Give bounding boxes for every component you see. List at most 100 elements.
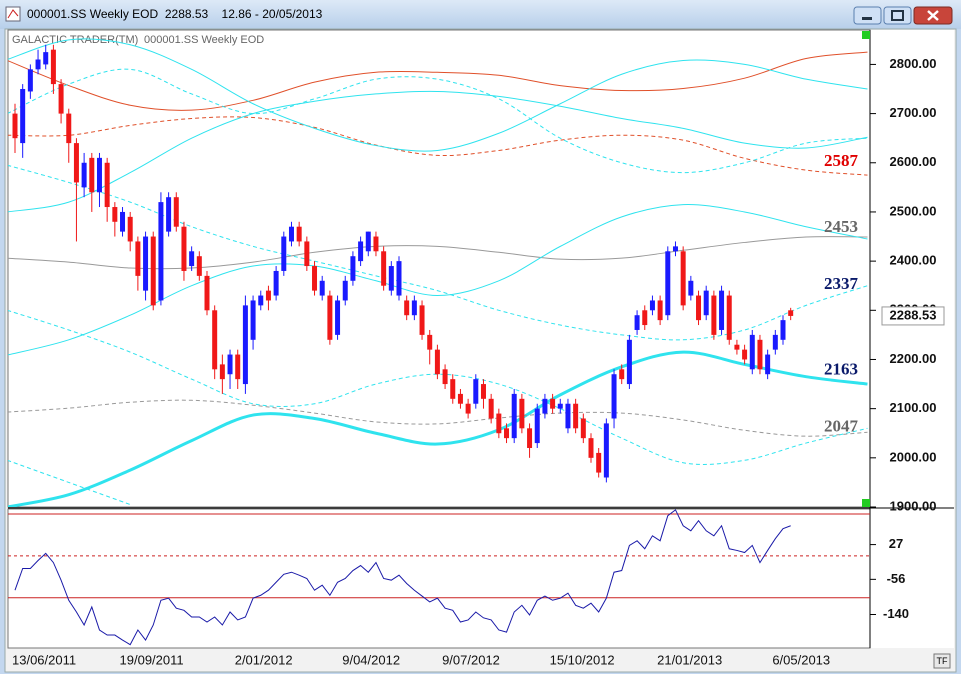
candle-body — [734, 344, 740, 350]
candle-body — [711, 295, 717, 335]
x-tick-label: 9/04/2012 — [342, 652, 400, 667]
candle-body — [404, 300, 410, 316]
candle-body — [319, 280, 325, 296]
tf-icon: TF — [937, 656, 948, 666]
candle-body — [381, 251, 387, 286]
candle-body — [665, 251, 671, 316]
candle-body — [565, 403, 571, 429]
candle-body — [288, 226, 294, 242]
axis-panel — [870, 30, 954, 648]
candle-body — [335, 300, 341, 335]
cycle-lines — [8, 38, 868, 507]
candle-body — [143, 236, 149, 291]
x-tick-label: 19/09/2011 — [120, 652, 184, 667]
candle-body — [465, 403, 471, 414]
candle-body — [20, 89, 26, 144]
close-button[interactable] — [913, 6, 953, 25]
candle-body — [772, 334, 778, 350]
candle-body — [388, 266, 394, 291]
y-tick-label: -56 — [887, 571, 906, 586]
oscillator-line — [14, 509, 791, 646]
candle-body — [534, 408, 540, 444]
candle-body — [511, 393, 517, 439]
y-tick-label: 2600.00 — [890, 154, 937, 169]
cycle-line — [8, 116, 868, 176]
candle-body — [473, 379, 479, 404]
candle-body — [258, 295, 264, 306]
candle-body — [212, 310, 218, 370]
panel-marker — [862, 31, 870, 39]
title-bar — [0, 0, 961, 29]
cycle-line — [8, 399, 868, 437]
cycle-line — [8, 204, 868, 356]
candle-body — [527, 428, 533, 448]
candle-body — [96, 157, 102, 193]
candle-body — [742, 349, 748, 360]
candle-body — [27, 69, 33, 92]
cycle-line — [8, 51, 868, 111]
tf-button[interactable]: TF — [933, 653, 951, 669]
candle-body — [757, 339, 763, 370]
candle-body — [12, 113, 18, 139]
x-tick-label: 15/10/2012 — [550, 652, 615, 667]
candle-body — [619, 369, 625, 380]
candle-body — [235, 354, 241, 380]
oscillator-panel — [7, 508, 871, 649]
y-tick-label: 27 — [889, 536, 903, 551]
candle-body — [227, 354, 233, 375]
candle-body — [127, 216, 133, 242]
candle-body — [434, 349, 440, 375]
candle-body — [35, 59, 41, 70]
chart-header: GALACTIC TRADER(TM) 000001.SS Weekly EOD — [12, 34, 264, 46]
candle-body — [696, 295, 702, 321]
x-tick-label: 13/06/2011 — [12, 652, 76, 667]
candle-body — [749, 334, 755, 370]
cycle-line — [8, 164, 868, 341]
candle-body — [427, 334, 433, 350]
candle-body — [780, 320, 786, 340]
app-icon — [5, 6, 21, 22]
source-label: GALACTIC TRADER(TM) — [12, 34, 138, 46]
level-label: 2453 — [824, 217, 858, 236]
candle-body — [342, 280, 348, 301]
candle-body — [688, 280, 694, 296]
level-label: 2587 — [824, 151, 859, 170]
candle-body — [158, 202, 164, 301]
candle-body — [135, 241, 141, 276]
candle-body — [150, 236, 156, 306]
cycle-line — [8, 236, 868, 270]
candle-body — [557, 403, 563, 409]
candle-body — [580, 418, 586, 439]
candle-body — [73, 143, 79, 183]
level-label: 2337 — [824, 274, 859, 293]
cycle-line — [8, 90, 868, 213]
candle-body — [703, 290, 709, 316]
candle-body — [304, 241, 310, 267]
candle-body — [657, 300, 663, 321]
axes: 1900.002000.002100.002200.002300.002400.… — [12, 56, 945, 667]
candle-body — [488, 398, 494, 419]
candle-body — [504, 428, 510, 439]
cycle-line — [8, 350, 868, 507]
candle-body — [519, 398, 525, 429]
candle-body — [281, 236, 287, 271]
candle-body — [58, 84, 64, 114]
y-tick-label: 2200.00 — [890, 351, 937, 366]
candle-body — [480, 384, 486, 399]
candle-body — [89, 157, 95, 193]
minimize-button[interactable] — [853, 6, 882, 25]
candle-body — [358, 241, 364, 262]
candle-body — [457, 393, 463, 404]
maximize-button[interactable] — [883, 6, 912, 25]
cycle-line — [8, 68, 868, 174]
candle-body — [611, 374, 617, 419]
candle-body — [672, 246, 678, 252]
candle-body — [642, 310, 648, 326]
candle-body — [396, 261, 402, 296]
x-tick-label: 9/07/2012 — [442, 652, 500, 667]
candle-body — [596, 452, 602, 473]
candle-body — [196, 256, 202, 276]
candle-body — [250, 300, 256, 340]
candle-body — [312, 266, 318, 291]
